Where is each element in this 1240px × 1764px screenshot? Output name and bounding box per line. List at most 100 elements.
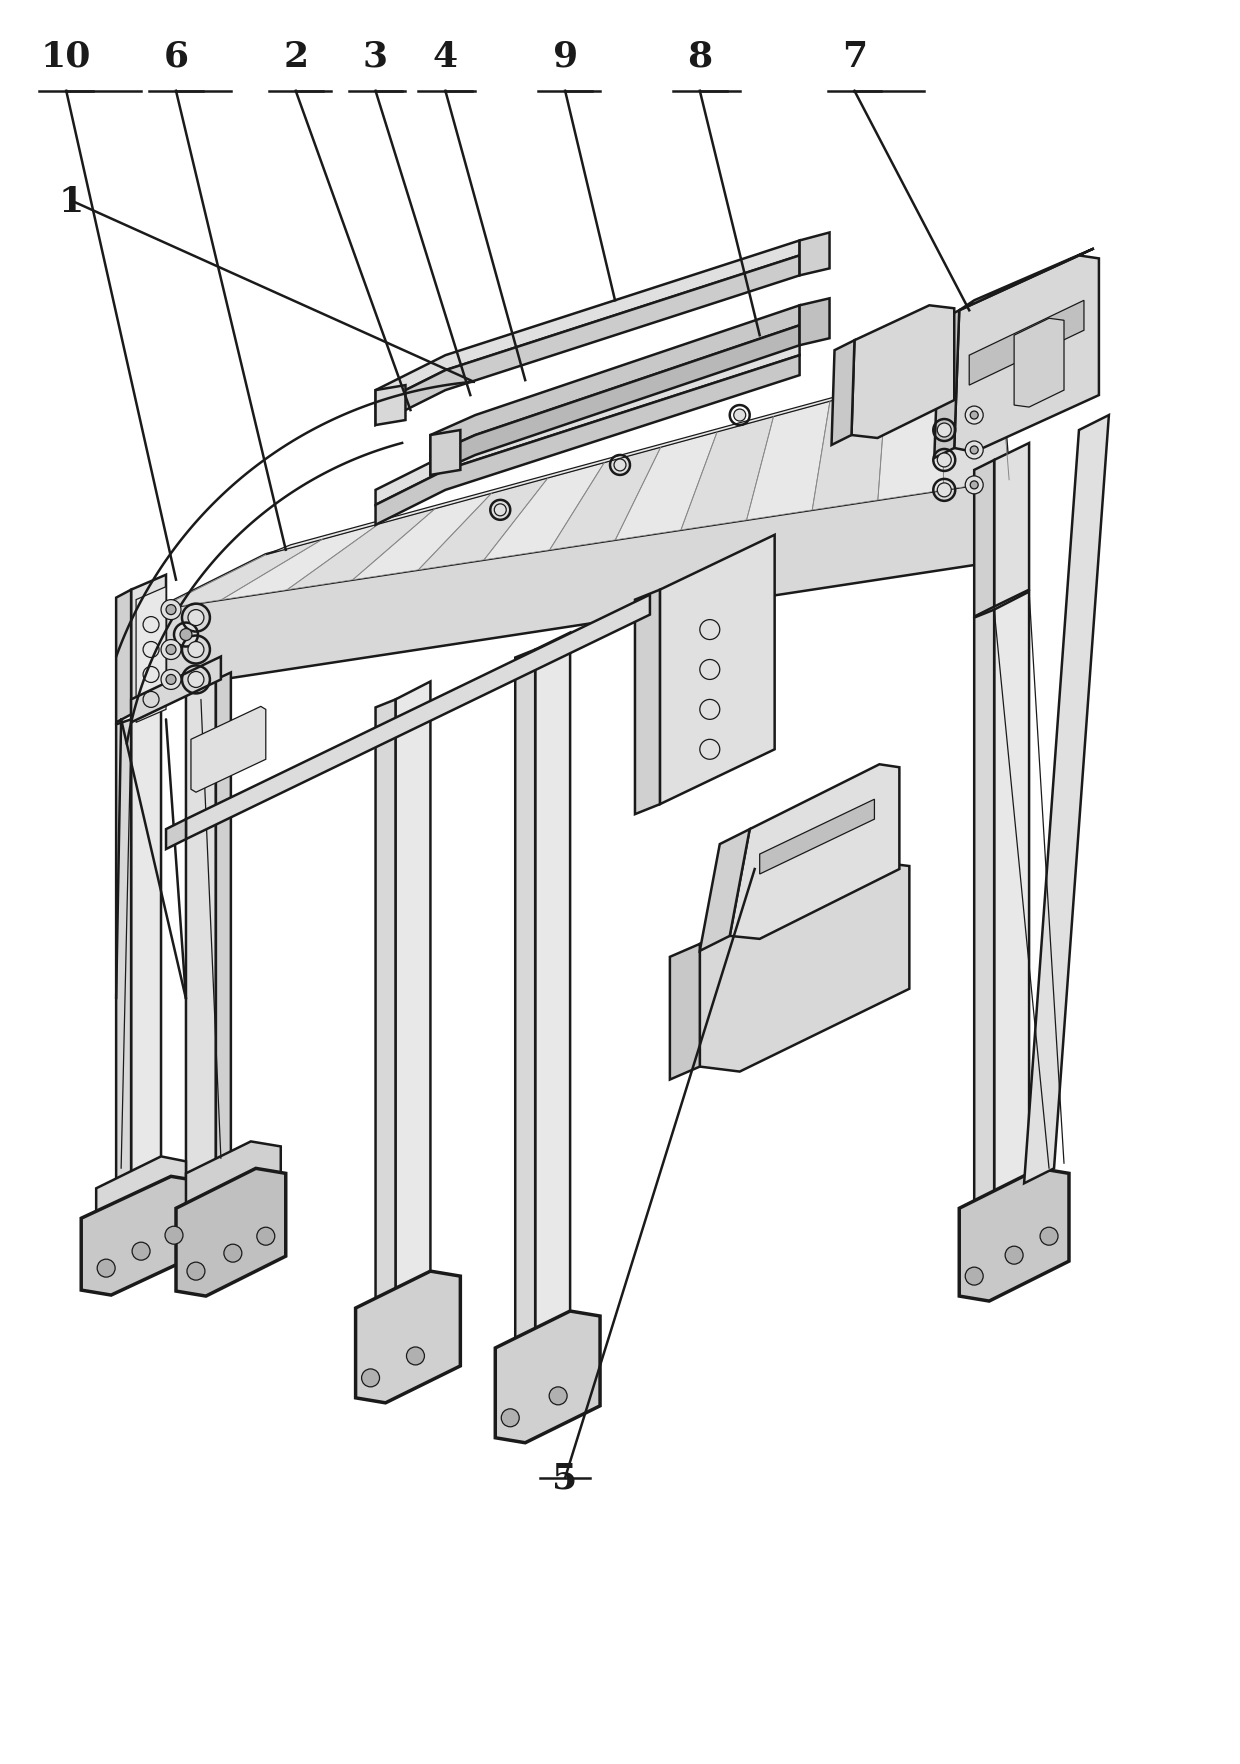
Polygon shape — [81, 1177, 201, 1295]
Circle shape — [501, 1409, 520, 1427]
Polygon shape — [222, 524, 378, 600]
Polygon shape — [376, 386, 405, 425]
Circle shape — [161, 640, 181, 660]
Circle shape — [970, 446, 978, 455]
Polygon shape — [430, 326, 800, 476]
Circle shape — [970, 411, 978, 420]
Polygon shape — [430, 307, 800, 455]
Circle shape — [224, 1244, 242, 1263]
Polygon shape — [852, 307, 955, 439]
Circle shape — [407, 1348, 424, 1365]
Polygon shape — [878, 370, 944, 501]
Polygon shape — [699, 829, 750, 951]
Polygon shape — [495, 1311, 600, 1443]
Circle shape — [97, 1259, 115, 1277]
Circle shape — [188, 610, 203, 626]
Text: 10: 10 — [41, 41, 92, 74]
Polygon shape — [265, 349, 1014, 556]
Polygon shape — [419, 478, 548, 570]
Polygon shape — [516, 651, 536, 1364]
Polygon shape — [356, 1272, 460, 1402]
Polygon shape — [156, 540, 322, 610]
Polygon shape — [760, 799, 874, 875]
Text: 5: 5 — [553, 1461, 578, 1494]
Polygon shape — [131, 575, 166, 714]
Circle shape — [734, 409, 745, 422]
Polygon shape — [117, 591, 131, 723]
Polygon shape — [136, 587, 166, 723]
Polygon shape — [699, 861, 909, 1073]
Circle shape — [180, 630, 192, 640]
Polygon shape — [800, 233, 830, 277]
Circle shape — [133, 1242, 150, 1261]
Polygon shape — [484, 464, 604, 561]
Polygon shape — [960, 249, 1094, 310]
Circle shape — [257, 1228, 275, 1245]
Polygon shape — [670, 944, 699, 1080]
Polygon shape — [660, 536, 775, 804]
Polygon shape — [353, 494, 491, 580]
Polygon shape — [1024, 416, 1109, 1184]
Circle shape — [165, 1226, 184, 1244]
Text: 6: 6 — [164, 41, 188, 74]
Polygon shape — [376, 340, 800, 506]
Text: 4: 4 — [433, 41, 458, 74]
Polygon shape — [970, 302, 1084, 386]
Polygon shape — [975, 610, 994, 1224]
Circle shape — [161, 670, 181, 690]
Polygon shape — [681, 418, 774, 531]
Polygon shape — [376, 242, 800, 406]
Polygon shape — [549, 448, 661, 550]
Text: 7: 7 — [842, 41, 867, 74]
Polygon shape — [730, 766, 899, 940]
Polygon shape — [615, 432, 717, 540]
Polygon shape — [376, 356, 800, 526]
Circle shape — [1006, 1247, 1023, 1265]
Circle shape — [188, 672, 203, 688]
Polygon shape — [1014, 319, 1064, 407]
Polygon shape — [186, 1141, 280, 1251]
Text: 8: 8 — [687, 41, 713, 74]
Polygon shape — [166, 820, 186, 850]
Polygon shape — [942, 356, 1009, 490]
Polygon shape — [812, 386, 887, 510]
Circle shape — [495, 505, 506, 517]
Circle shape — [1040, 1228, 1058, 1245]
Circle shape — [937, 453, 951, 467]
Polygon shape — [376, 700, 396, 1325]
Text: 3: 3 — [363, 41, 388, 74]
Circle shape — [166, 646, 176, 654]
Circle shape — [970, 482, 978, 490]
Circle shape — [174, 623, 198, 647]
Polygon shape — [176, 1170, 285, 1297]
Polygon shape — [536, 633, 570, 1355]
Circle shape — [187, 1263, 205, 1281]
Text: 2: 2 — [283, 41, 309, 74]
Polygon shape — [156, 480, 1009, 690]
Polygon shape — [635, 591, 660, 815]
Circle shape — [614, 460, 626, 471]
Polygon shape — [994, 445, 1029, 607]
Circle shape — [965, 1267, 983, 1286]
Circle shape — [166, 676, 176, 684]
Polygon shape — [186, 681, 216, 1178]
Polygon shape — [396, 683, 430, 1316]
Polygon shape — [216, 674, 231, 1164]
Polygon shape — [288, 510, 435, 591]
Circle shape — [965, 476, 983, 494]
Polygon shape — [186, 594, 650, 840]
Polygon shape — [131, 706, 161, 1194]
Polygon shape — [975, 460, 994, 617]
Circle shape — [549, 1387, 567, 1406]
Circle shape — [965, 407, 983, 425]
Circle shape — [937, 483, 951, 497]
Polygon shape — [131, 658, 221, 723]
Circle shape — [965, 441, 983, 460]
Circle shape — [166, 605, 176, 616]
Polygon shape — [191, 707, 265, 792]
Text: 1: 1 — [58, 185, 84, 219]
Polygon shape — [994, 593, 1029, 1217]
Circle shape — [937, 423, 951, 437]
Polygon shape — [800, 300, 830, 346]
Circle shape — [362, 1369, 379, 1387]
